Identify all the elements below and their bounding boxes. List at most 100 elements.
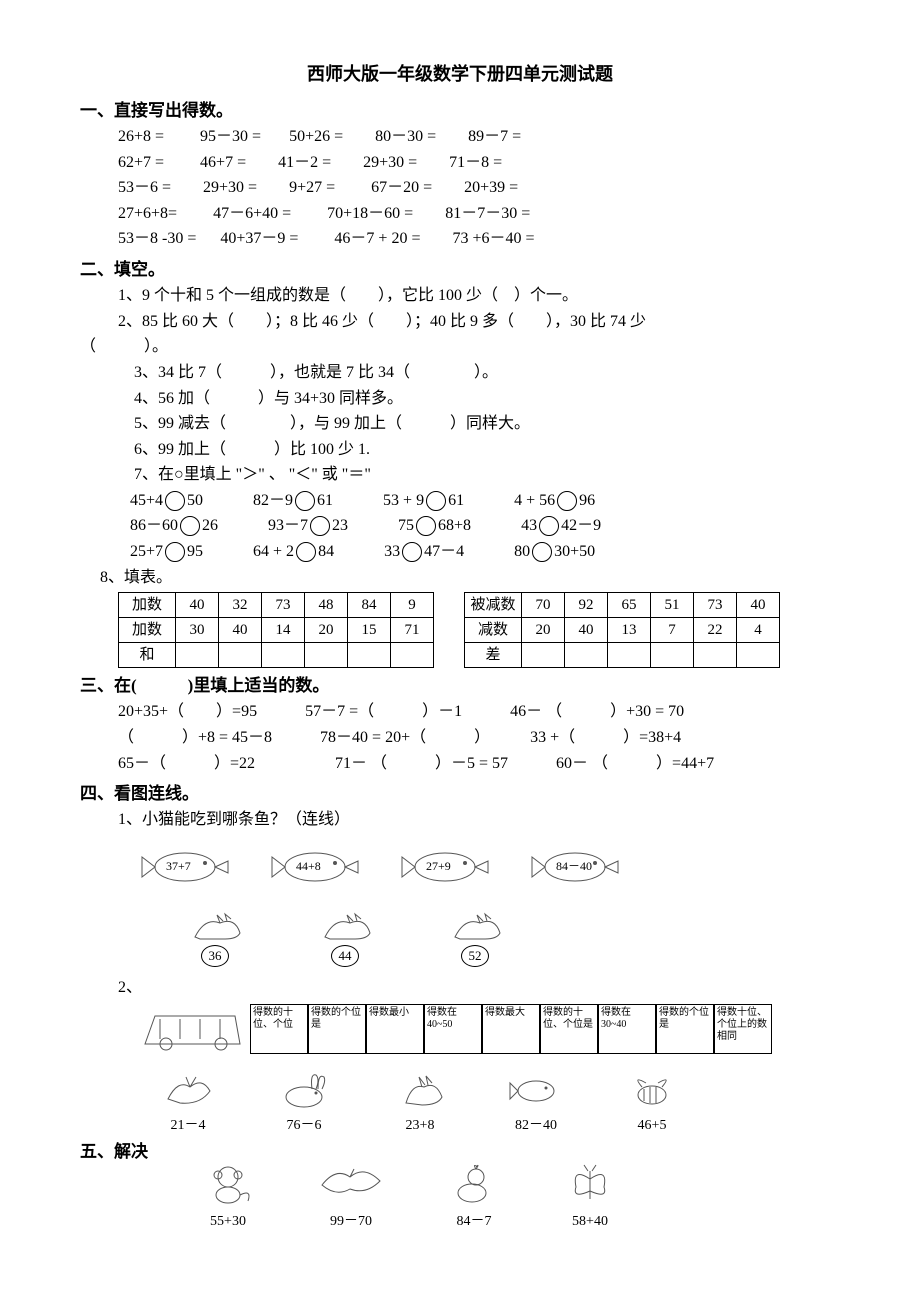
table-cell: 32 [219, 593, 262, 618]
cmp-right: 61 [448, 488, 464, 514]
calc-row: 53－6 = 29+30 = 9+27 = 67－20 = 20+39 = [118, 175, 840, 201]
section-2-body: 1、9 个十和 5 个一组成的数是（ ），它比 100 少（ ）个一。 2、85… [80, 283, 840, 668]
table-cell: 30 [176, 618, 219, 643]
expr: 62+7 = [118, 154, 164, 171]
cmp-left: 75 [398, 513, 414, 539]
cmp-left: 45+4 [130, 488, 163, 514]
box-row: 得数的十位、个位 得数的个位是 得数最小 得数在40~50 得数最大 得数的十位… [250, 1004, 772, 1059]
fill-row: 20+35+（ ）=95 57－7 =（ ）－1 46－ （ ）+30 = 70 [118, 699, 840, 725]
animal-expr: 55+30 [200, 1211, 256, 1233]
expr: 71－8 = [449, 154, 502, 171]
expr: 29+30 = [203, 179, 257, 196]
table-cell [737, 643, 780, 668]
circle-blank [165, 542, 185, 562]
table-cell: 84 [348, 593, 391, 618]
cmp-right: 61 [317, 488, 333, 514]
fish-label: 84－40 [556, 857, 592, 876]
table-cell [305, 643, 348, 668]
expr: 95－30 = [200, 128, 261, 145]
calc-row: 26+8 = 95－30 = 50+26 = 80－30 = 89－7 = [118, 124, 840, 150]
bird-icon: 21－4 [160, 1069, 216, 1137]
table-cell: 9 [391, 593, 434, 618]
animal-expr: 84－7 [446, 1211, 502, 1233]
cat-number: 36 [201, 945, 229, 967]
fill-item: 5、99 减去（ ），与 99 加上（ ）同样大。 [118, 411, 840, 437]
cmp-left: 80 [514, 539, 530, 565]
cat-number: 52 [461, 945, 489, 967]
expr: 50+26 = [289, 128, 343, 145]
circle-blank [416, 516, 436, 536]
cmp-left: 93－7 [268, 513, 308, 539]
table-cell: 减数 [465, 618, 522, 643]
monkey-icon: 55+30 [200, 1161, 256, 1233]
expr: 81－7－30 = [445, 205, 530, 222]
table-cell: 48 [305, 593, 348, 618]
cmp-cell: 25+795 [130, 539, 203, 565]
fish-label: 37+7 [166, 857, 191, 876]
cmp-cell: 4342－9 [521, 513, 601, 539]
section-5-heading: 五、解决 [80, 1142, 148, 1161]
q4-1: 1、小猫能吃到哪条鱼？（连线） [118, 807, 840, 833]
table-cell: 7 [651, 618, 694, 643]
table-cell [391, 643, 434, 668]
cmp-right: 30+50 [554, 539, 595, 565]
circle-blank [180, 516, 200, 536]
expr: 73 +6－40 = [452, 230, 534, 247]
cmp-cell: 80 30+50 [514, 539, 595, 565]
animal-expr: 58+40 [562, 1211, 618, 1233]
fill-item: 6、99 加上（ ）比 100 少 1. [118, 437, 840, 463]
table-cell: 加数 [119, 593, 176, 618]
circle-blank [402, 542, 422, 562]
desc-box: 得数的个位是 [656, 1004, 714, 1054]
cmp-left: 82－9 [253, 488, 293, 514]
tables-wrap: 加数40327348849 加数304014201571 和 被减数709265… [118, 592, 840, 668]
section-2-heading: 二、填空。 [80, 256, 840, 283]
cmp-left: 53 + 9 [383, 488, 424, 514]
animal-expr: 82－40 [508, 1115, 564, 1137]
cmp-left: 25+7 [130, 539, 163, 565]
fill-row: （ ）+8 = 45－8 78－40 = 20+（ ） 33 +（ ）=38+4 [118, 725, 840, 751]
table-cell [608, 643, 651, 668]
circle-blank [310, 516, 330, 536]
chick-icon: 84－7 [446, 1161, 502, 1233]
cmp-left: 43 [521, 513, 537, 539]
cmp-right: 50 [187, 488, 203, 514]
cat-number: 44 [331, 945, 359, 967]
fish-row: 37+7 44+8 27+9 84－40 [140, 843, 840, 891]
cat-row: 36 44 52 [180, 909, 840, 969]
table-cell: 73 [694, 593, 737, 618]
comparison-grid: 45+4 50 82－9 61 53 + 9 61 4 + 5696 86－6026 … [130, 488, 840, 565]
desc-box: 得数十位、个位上的数相同 [714, 1004, 772, 1054]
expr: 46－7 + 20 = [334, 230, 420, 247]
cmp-cell: 4 + 5696 [514, 488, 595, 514]
expr: 46+7 = [200, 154, 246, 171]
table-cell: 51 [651, 593, 694, 618]
expr: 40+37－9 = [220, 230, 298, 247]
expr: 70+18－60 = [327, 205, 413, 222]
fill-item: 7、在○里填上 "＞" 、 "＜" 或 "＝" [118, 462, 840, 488]
section-3-heading: 三、在( )里填上适当的数。 [80, 672, 840, 699]
circle-blank [532, 542, 552, 562]
cmp-row: 45+4 50 82－9 61 53 + 9 61 4 + 5696 [130, 488, 840, 514]
cmp-cell: 53 + 9 61 [383, 488, 464, 514]
table-cell: 13 [608, 618, 651, 643]
cmp-row: 86－6026 93－723 7568+8 4342－9 [130, 513, 840, 539]
table-cell: 71 [391, 618, 434, 643]
table-cell: 被减数 [465, 593, 522, 618]
table-cell: 40 [219, 618, 262, 643]
expr: 9+27 = [289, 179, 335, 196]
eagle-icon: 99－70 [316, 1161, 386, 1233]
table-cell: 73 [262, 593, 305, 618]
section-3-body: 20+35+（ ）=95 57－7 =（ ）－1 46－ （ ）+30 = 70… [118, 699, 840, 776]
cmp-cell: 7568+8 [398, 513, 471, 539]
table-cell [262, 643, 305, 668]
cmp-left: 4 + 56 [514, 488, 555, 514]
table-cell: 15 [348, 618, 391, 643]
bus-icon [140, 1004, 250, 1059]
desc-box: 得数的个位是 [308, 1004, 366, 1054]
desc-box: 得数最小 [366, 1004, 424, 1054]
table-cell: 4 [737, 618, 780, 643]
expr: 29+30 = [363, 154, 417, 171]
bee-icon: 46+5 [624, 1069, 680, 1137]
fish-icon: 27+9 [400, 843, 490, 891]
